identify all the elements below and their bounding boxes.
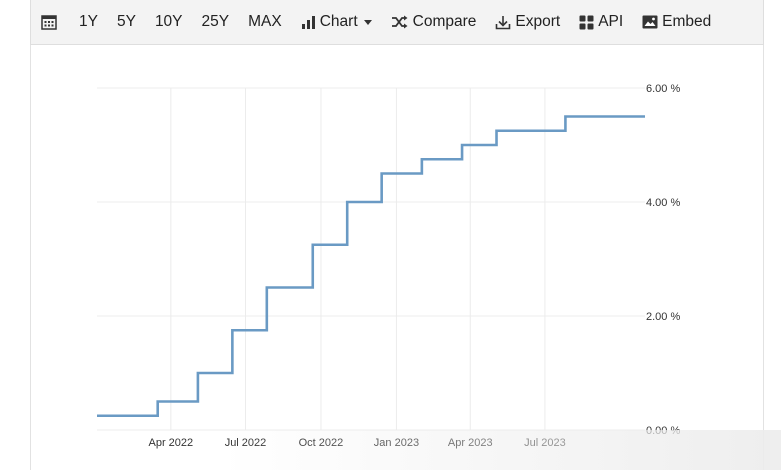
shuffle-icon xyxy=(391,15,408,29)
api-label: API xyxy=(598,13,624,30)
x-tick-label: Oct 2022 xyxy=(299,437,344,449)
x-tick-label: Apr 2022 xyxy=(149,437,194,449)
export-label: Export xyxy=(515,13,561,30)
range-1y-button[interactable]: 1Y xyxy=(79,13,98,30)
grid-icon xyxy=(579,15,594,29)
rate-series-line xyxy=(97,115,645,418)
y-tick-label: 4.00 % xyxy=(646,197,680,209)
embed-button[interactable]: Embed xyxy=(642,13,711,31)
chart-panel xyxy=(30,0,764,470)
api-button[interactable]: API xyxy=(579,13,623,31)
range-5y-button[interactable]: 5Y xyxy=(116,13,136,30)
range-max-button[interactable]: MAX xyxy=(248,13,282,30)
chevron-down-icon xyxy=(363,19,372,25)
x-tick-label: Jan 2023 xyxy=(374,437,419,449)
calendar-button[interactable] xyxy=(41,14,61,30)
image-icon xyxy=(642,15,658,29)
y-tick-label: 2.00 % xyxy=(646,311,680,323)
embed-label: Embed xyxy=(662,13,712,30)
chart-toolbar: 1Y 5Y 10Y 25Y MAX Chart Compare Export A… xyxy=(30,0,764,45)
download-icon xyxy=(496,15,511,29)
chart-type-button[interactable]: Chart xyxy=(301,13,372,31)
range-10y-button[interactable]: 10Y xyxy=(154,13,183,30)
bar-chart-icon xyxy=(301,16,315,29)
x-tick-label: Jul 2023 xyxy=(524,437,566,449)
range-25y-button[interactable]: 25Y xyxy=(201,13,230,30)
calendar-icon xyxy=(41,15,57,30)
y-tick-label: 6.00 % xyxy=(646,83,680,95)
export-button[interactable]: Export xyxy=(495,13,560,31)
x-tick-label: Jul 2022 xyxy=(225,437,267,449)
chart-type-label: Chart xyxy=(319,13,358,30)
y-tick-label: 0.00 % xyxy=(646,425,680,437)
compare-label: Compare xyxy=(412,13,477,30)
x-tick-label: Apr 2023 xyxy=(448,437,493,449)
compare-button[interactable]: Compare xyxy=(391,13,477,31)
